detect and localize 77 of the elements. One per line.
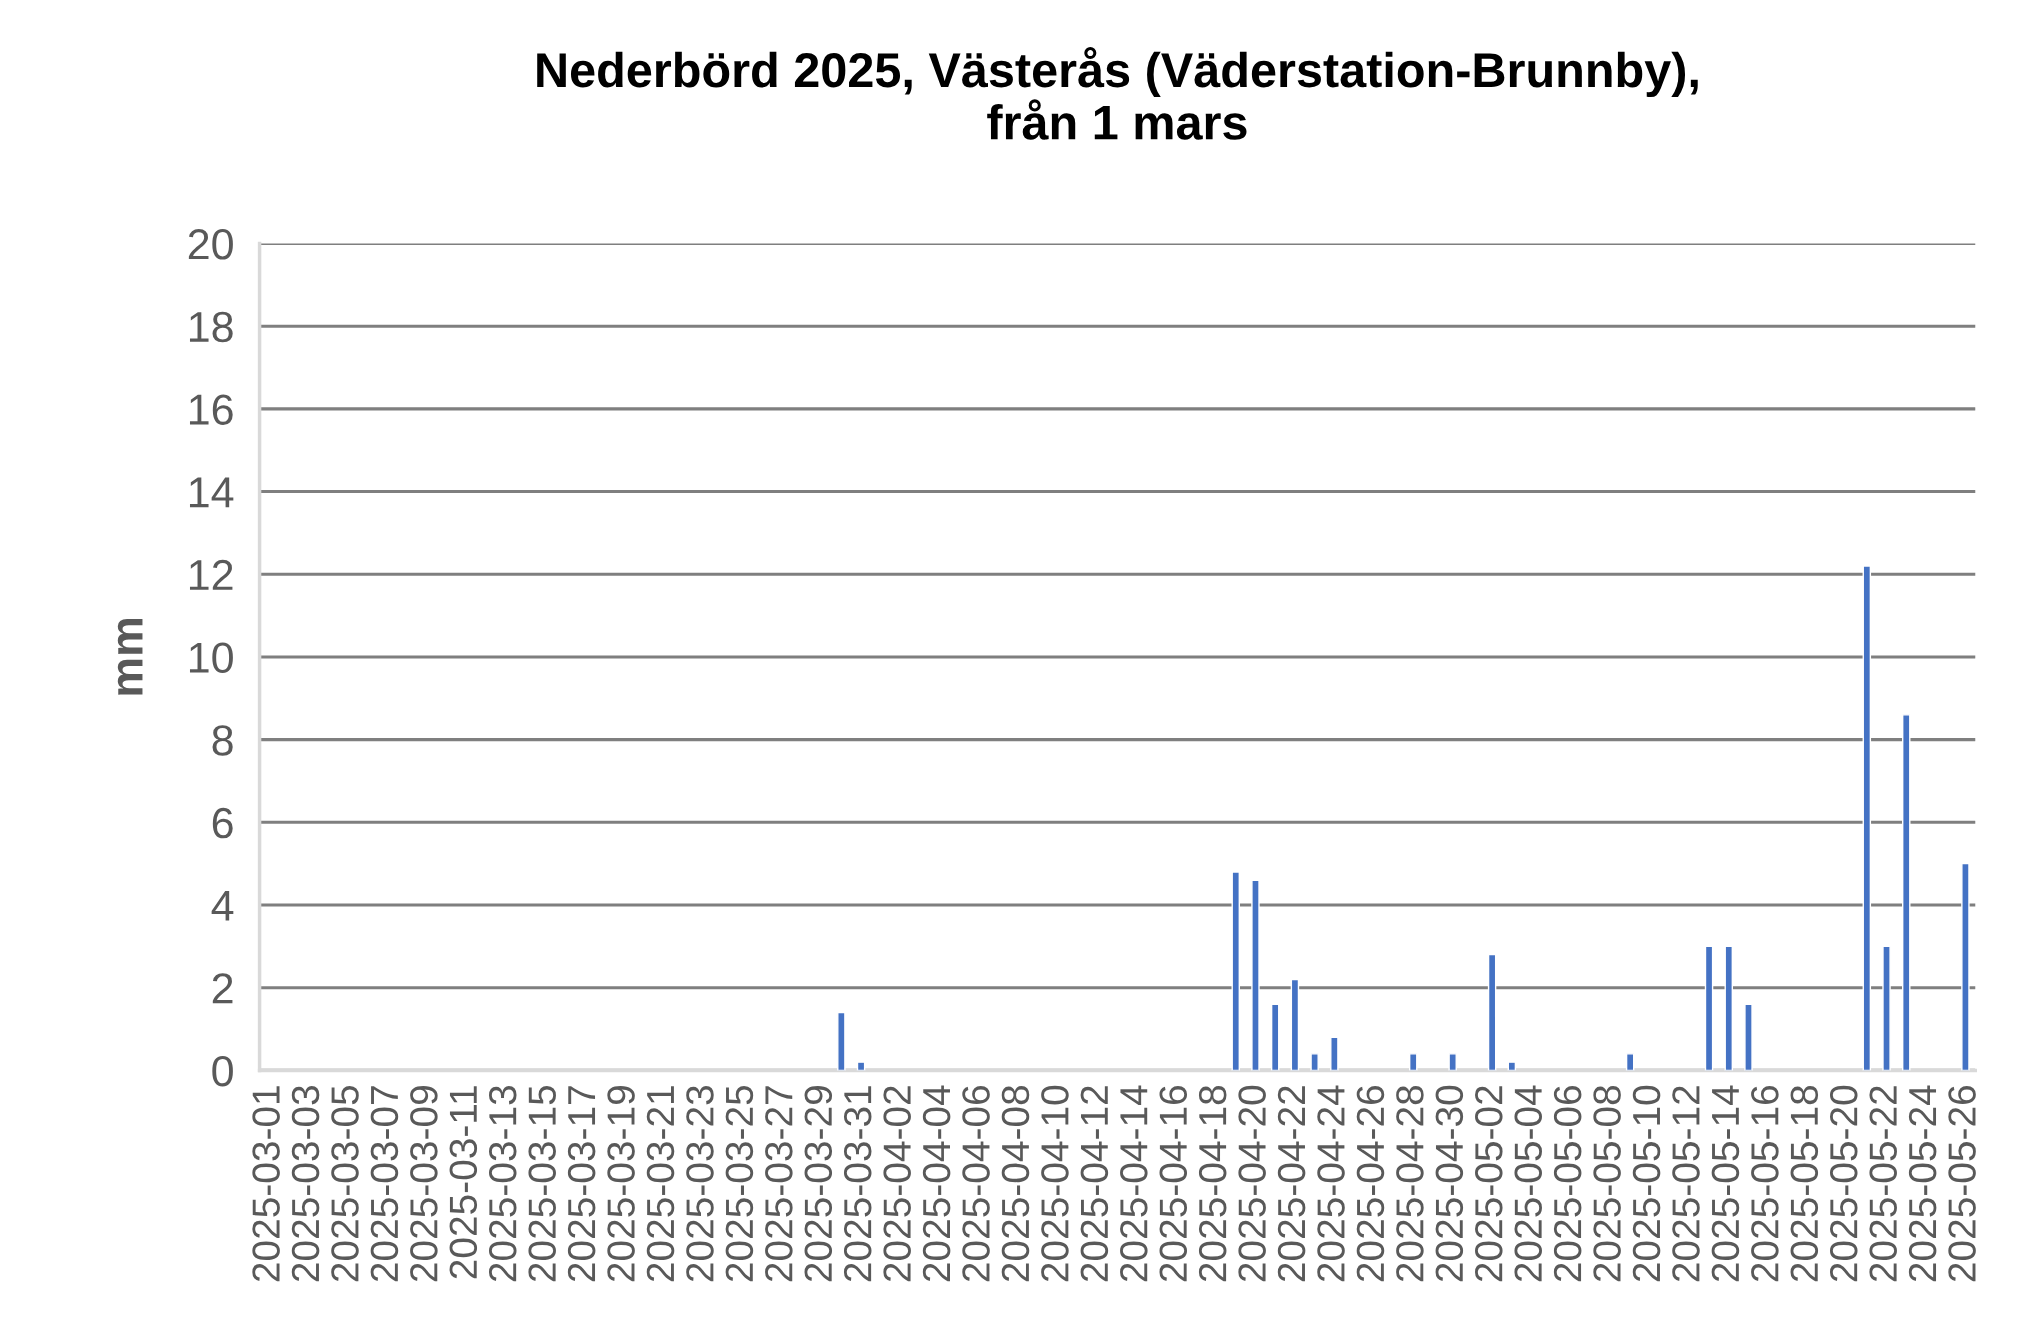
x-tick-label: 2025-04-22: [1277, 1086, 1306, 1282]
bar: [1862, 565, 1872, 1071]
y-axis-title: mm: [117, 619, 143, 695]
x-tick-label: 2025-03-21: [646, 1086, 675, 1282]
x-tick-label: 2025-04-14: [1120, 1085, 1148, 1282]
x-tick-label: 2025-04-28: [1396, 1085, 1424, 1282]
bar: [1408, 1053, 1418, 1071]
x-tick-label: 2025-05-14: [1711, 1085, 1740, 1282]
x-tick-label: 2025-04-24: [1317, 1085, 1345, 1282]
bar: [1882, 945, 1891, 1071]
bar: [1330, 1036, 1339, 1071]
y-tick-label: 6: [212, 807, 233, 839]
x-tick-label: 2025-04-04: [922, 1085, 951, 1282]
x-tick-label: 2025-03-25: [725, 1085, 754, 1282]
x-tick-label: 2025-05-12: [1672, 1086, 1700, 1282]
x-tick-label: 2025-03-09: [410, 1086, 438, 1282]
x-tick-label: 2025-05-06: [1553, 1085, 1582, 1282]
x-tick-label: 2025-04-10: [1041, 1085, 1069, 1282]
bar: [1487, 953, 1497, 1071]
x-tick-label: 2025-03-17: [567, 1086, 596, 1282]
bar: [1704, 945, 1714, 1071]
x-tick-label: 2025-03-03: [291, 1085, 320, 1282]
y-tick-label: 4: [211, 891, 234, 921]
x-tick-label: 2025-05-04: [1514, 1085, 1542, 1282]
x-tick-label: 2025-03-05: [331, 1085, 359, 1282]
bar: [856, 1061, 866, 1071]
x-tick-label: 2025-04-18: [1198, 1085, 1227, 1282]
x-tick-label: 2025-03-13: [488, 1085, 517, 1282]
x-tick-label: 2025-05-10: [1632, 1085, 1661, 1282]
x-tick-label: 2025-04-16: [1159, 1085, 1188, 1282]
x-tick-label: 2025-03-01: [252, 1086, 280, 1282]
bar: [1290, 978, 1300, 1071]
x-tick-label: 2025-04-12: [1080, 1086, 1109, 1282]
bar: [1251, 879, 1260, 1071]
x-tick-label: 2025-05-24: [1908, 1085, 1937, 1282]
y-tick-label: 16: [189, 394, 233, 425]
x-tick-label: 2025-05-26: [1948, 1085, 1976, 1282]
bar: [1231, 871, 1240, 1071]
x-tick-label: 2025-03-27: [765, 1086, 793, 1282]
chart-title: Nederbörd 2025, Västerås (Väderstation-Brunnby), från 1 mars: [537, 46, 1698, 140]
y-tick-label: 0: [212, 1055, 233, 1087]
x-tick-label: 2025-05-20: [1829, 1085, 1858, 1282]
bar: [1270, 1003, 1280, 1071]
bar: [1744, 1003, 1753, 1071]
bar: [837, 1011, 846, 1071]
x-tick-label: 2025-05-22: [1869, 1086, 1897, 1282]
x-tick-label: 2025-05-08: [1593, 1085, 1621, 1282]
x-tick-label: 2025-05-18: [1790, 1085, 1819, 1282]
y-tick-label: 20: [188, 229, 233, 260]
bar: [1902, 714, 1911, 1071]
x-tick-label: 2025-04-08: [1001, 1085, 1030, 1282]
y-tick-label: 10: [189, 642, 233, 673]
x-tick-label: 2025-04-02: [883, 1086, 911, 1282]
bar: [1310, 1053, 1319, 1071]
x-tick-label: 2025-05-16: [1751, 1085, 1779, 1282]
bar: [1448, 1053, 1457, 1071]
y-tick-label: 18: [189, 311, 233, 343]
x-tick-label: 2025-03-23: [686, 1085, 714, 1282]
x-tick-label: 2025-03-07: [370, 1086, 399, 1282]
x-tick-label: 2025-03-19: [607, 1086, 635, 1282]
x-tick-label: 2025-04-06: [962, 1085, 990, 1282]
x-tick-label: 2025-04-26: [1356, 1085, 1385, 1282]
x-tick-label: 2025-03-11: [449, 1086, 478, 1279]
y-tick-label: 14: [189, 477, 234, 508]
x-tick-label: 2025-03-15: [528, 1085, 556, 1282]
x-tick-label: 2025-03-29: [804, 1086, 833, 1282]
x-tick-label: 2025-03-31: [843, 1086, 872, 1282]
x-tick-label: 2025-04-20: [1238, 1085, 1266, 1282]
bar: [1961, 862, 1970, 1071]
x-tick-label: 2025-04-30: [1435, 1085, 1464, 1282]
bar: [1507, 1061, 1517, 1071]
bar: [1724, 945, 1734, 1071]
y-tick-label: 2: [212, 973, 233, 1004]
y-tick-label: 8: [212, 725, 233, 756]
bar: [1625, 1053, 1635, 1071]
x-tick-label: 2025-05-02: [1475, 1086, 1503, 1282]
y-tick-label: 12: [189, 559, 233, 590]
